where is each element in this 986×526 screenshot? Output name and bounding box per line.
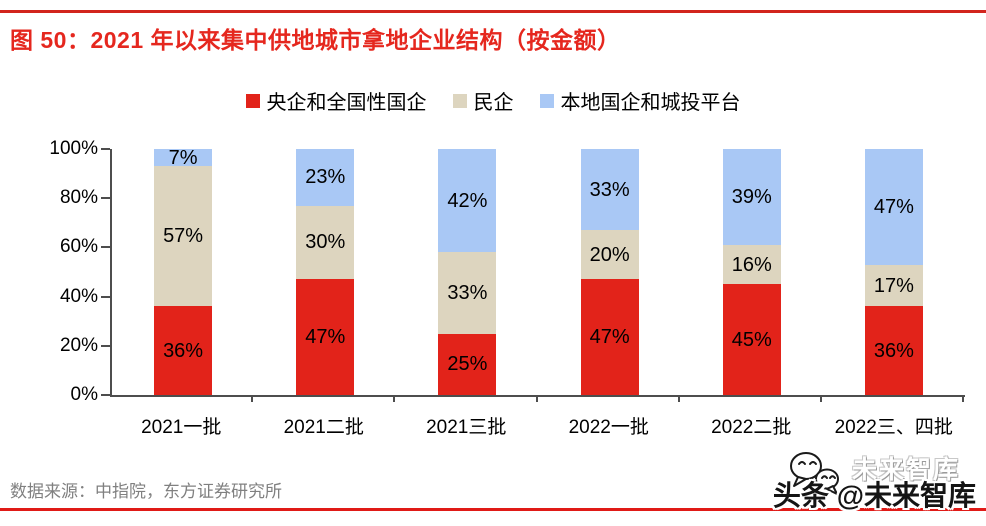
legend-item: 本地国企和城投平台 xyxy=(539,86,741,115)
top-rule xyxy=(0,10,986,13)
bar-segment: 23% xyxy=(296,149,355,206)
bar-segment: 33% xyxy=(580,149,639,231)
x-axis-category-label: 2021三批 xyxy=(426,417,507,438)
y-tick-mark xyxy=(101,344,110,347)
bar-segment: 16% xyxy=(722,244,781,285)
plot-area: 36% 57% 7% 47% 30% 23% 25% 33% 42% 47% 20% 33% 45% 16… xyxy=(110,146,965,397)
watermark-ghost-text: 未来智库 xyxy=(851,456,960,484)
watermark: 未来智库 头条 @未来智库 xyxy=(762,436,978,520)
segment-value-label: 33% xyxy=(589,178,630,201)
x-axis-labels: 2021一批 2021二批 2021三批 2022一批 2022二批 2022三、四批 xyxy=(110,412,965,439)
legend-swatch xyxy=(245,93,260,108)
category-cell: 45% 16% 39% xyxy=(681,149,823,395)
segment-value-label: 30% xyxy=(305,231,346,254)
y-tick-mark xyxy=(101,246,110,249)
chart-legend: 央企和全国性国企 民企 本地国企和城投平台 xyxy=(0,86,986,115)
x-tick-mark xyxy=(535,397,538,402)
x-tick-mark xyxy=(962,397,964,402)
bar-segment: 47% xyxy=(296,279,355,395)
stacked-bar: 25% 33% 42% xyxy=(438,149,497,395)
y-tick-mark xyxy=(101,197,110,200)
segment-value-label: 47% xyxy=(873,195,914,218)
watermark-platform: 头条 xyxy=(772,480,829,511)
bar-segment: 36% xyxy=(154,306,213,395)
bar-segment: 25% xyxy=(438,333,497,395)
category-cell: 47% 20% 33% xyxy=(539,149,681,395)
y-tick-label: 20% xyxy=(59,334,98,356)
segment-value-label: 36% xyxy=(873,339,914,362)
category-cell: 47% 30% 23% xyxy=(254,149,396,395)
bar-segment: 47% xyxy=(864,149,923,265)
y-tick-label: 40% xyxy=(59,285,98,307)
x-tick-mark xyxy=(677,397,680,402)
x-axis-category-label: 2021二批 xyxy=(283,417,364,438)
bar-segment: 39% xyxy=(722,149,781,245)
segment-value-label: 17% xyxy=(873,274,914,297)
y-tick-label: 60% xyxy=(59,236,98,258)
stacked-bar: 36% 57% 7% xyxy=(154,146,213,395)
segment-value-label: 7% xyxy=(168,146,198,169)
segment-value-label: 45% xyxy=(731,328,772,351)
segment-value-label: 47% xyxy=(589,326,630,349)
x-tick-mark xyxy=(393,397,396,402)
bar-segment: 33% xyxy=(438,252,497,334)
x-axis-category-label: 2022一批 xyxy=(568,417,649,438)
chat-bubbles-icon xyxy=(790,452,839,495)
category-cell: 36% 57% 7% xyxy=(112,146,254,395)
bar-segment: 36% xyxy=(864,306,923,395)
segment-value-label: 25% xyxy=(447,353,488,376)
watermark-handle: @未来智库 xyxy=(836,480,976,511)
legend-label: 民企 xyxy=(473,92,514,114)
segment-value-label: 36% xyxy=(163,339,204,362)
bar-segment: 47% xyxy=(580,279,639,395)
bar-segment: 20% xyxy=(580,230,639,280)
x-axis-category-label: 2022三、四批 xyxy=(834,417,953,438)
x-axis-category-label: 2021一批 xyxy=(141,417,222,438)
segment-value-label: 33% xyxy=(447,281,488,304)
y-tick-mark xyxy=(101,148,110,150)
bar-segment: 7% xyxy=(154,146,213,169)
y-tick-label: 80% xyxy=(59,187,98,209)
x-axis-category-label: 2022二批 xyxy=(711,417,792,438)
legend-item: 央企和全国性国企 xyxy=(245,86,427,115)
data-source-note: 数据来源：中指院，东方证券研究所 xyxy=(10,482,282,501)
segment-value-label: 47% xyxy=(305,326,346,349)
segment-value-label: 39% xyxy=(731,185,772,208)
category-cell: 36% 17% 47% xyxy=(823,149,965,395)
bar-segment: 30% xyxy=(296,205,355,280)
stacked-bar: 47% 30% 23% xyxy=(296,149,355,395)
y-tick-mark xyxy=(101,394,110,396)
segment-value-label: 20% xyxy=(589,243,630,266)
legend-swatch xyxy=(452,93,467,108)
legend-label: 本地国企和城投平台 xyxy=(560,92,741,114)
y-tick-label: 0% xyxy=(70,384,98,405)
legend-label: 央企和全国性国企 xyxy=(266,92,427,114)
segment-value-label: 42% xyxy=(447,189,488,212)
bar-segment: 17% xyxy=(864,264,923,307)
stacked-bar: 36% 17% 47% xyxy=(864,149,923,395)
stacked-bar: 47% 20% 33% xyxy=(580,149,639,395)
category-cell: 25% 33% 42% xyxy=(396,149,538,395)
segment-value-label: 16% xyxy=(731,253,772,276)
x-tick-mark xyxy=(251,397,254,402)
bar-segment: 57% xyxy=(154,166,213,307)
bar-segment: 42% xyxy=(438,149,497,253)
bar-segment: 45% xyxy=(722,284,781,395)
figure-title: 图 50：2021 年以来集中供地城市拿地企业结构（按金额） xyxy=(10,27,621,53)
legend-item: 民企 xyxy=(452,86,514,115)
bottom-rule xyxy=(0,508,986,511)
watermark-text: 头条 @未来智库 xyxy=(773,474,976,514)
y-tick-mark xyxy=(101,295,110,298)
stacked-bar: 45% 16% 39% xyxy=(722,149,781,395)
x-tick-mark xyxy=(819,397,822,402)
segment-value-label: 57% xyxy=(163,225,204,248)
legend-swatch xyxy=(539,93,554,108)
segment-value-label: 23% xyxy=(305,166,346,189)
y-tick-label: 100% xyxy=(49,138,98,159)
